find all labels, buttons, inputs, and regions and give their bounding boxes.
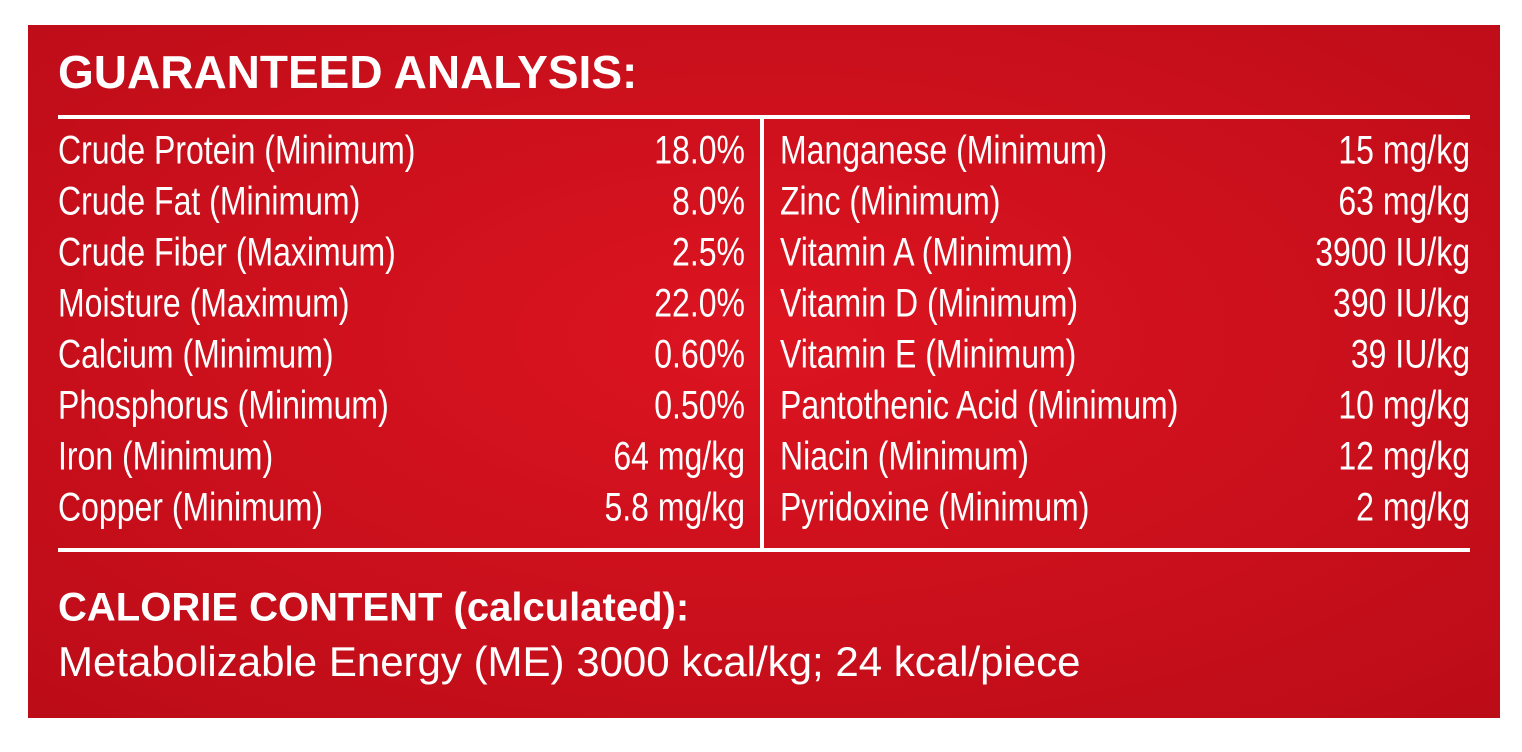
nutrient-value: 39 IU/kg bbox=[1351, 331, 1470, 376]
calorie-text: Metabolizable Energy (ME) 3000 kcal/kg; … bbox=[58, 638, 1081, 685]
nutrient-value: 390 IU/kg bbox=[1333, 280, 1470, 325]
nutrient-name: Zinc (Minimum) bbox=[780, 178, 1000, 223]
nutrient-name: Moisture (Maximum) bbox=[58, 280, 350, 325]
nutrient-value: 12 mg/kg bbox=[1338, 433, 1470, 478]
nutrient-name: Pantothenic Acid (Minimum) bbox=[780, 382, 1178, 427]
nutrient-name: Crude Fat (Minimum) bbox=[58, 178, 360, 223]
nutrient-name: Crude Protein (Minimum) bbox=[58, 127, 415, 172]
nutrient-name: Vitamin E (Minimum) bbox=[780, 331, 1076, 376]
nutrient-name: Vitamin D (Minimum) bbox=[780, 280, 1078, 325]
nutrient-name: Crude Fiber (Maximum) bbox=[58, 229, 396, 274]
nutrient-name: Iron (Minimum) bbox=[58, 433, 273, 478]
nutrient-value: 64 mg/kg bbox=[613, 433, 745, 478]
nutrient-value: 10 mg/kg bbox=[1338, 382, 1470, 427]
nutrient-name: Calcium (Minimum) bbox=[58, 331, 334, 376]
nutrient-name: Pyridoxine (Minimum) bbox=[780, 484, 1089, 529]
nutrient-value: 22.0% bbox=[654, 280, 745, 325]
nutrient-value: 3900 IU/kg bbox=[1315, 229, 1470, 274]
nutrient-name: Niacin (Minimum) bbox=[780, 433, 1029, 478]
nutrient-name: Copper (Minimum) bbox=[58, 484, 323, 529]
calorie-heading: CALORIE CONTENT (calculated): bbox=[58, 586, 689, 630]
nutrient-value: 8.0% bbox=[672, 178, 745, 223]
nutrient-value: 5.8 mg/kg bbox=[604, 484, 745, 529]
nutrient-value: 0.60% bbox=[654, 331, 745, 376]
nutrient-value: 2 mg/kg bbox=[1356, 484, 1470, 529]
title: GUARANTEED ANALYSIS: bbox=[58, 46, 637, 98]
nutrient-value: 63 mg/kg bbox=[1338, 178, 1470, 223]
nutrient-name: Manganese (Minimum) bbox=[780, 127, 1107, 172]
nutrient-value: 15 mg/kg bbox=[1338, 127, 1470, 172]
nutrient-name: Phosphorus (Minimum) bbox=[58, 382, 389, 427]
nutrient-value: 18.0% bbox=[654, 127, 745, 172]
nutrient-value: 2.5% bbox=[672, 229, 745, 274]
nutrient-name: Vitamin A (Minimum) bbox=[780, 229, 1073, 274]
nutrient-value: 0.50% bbox=[654, 382, 745, 427]
